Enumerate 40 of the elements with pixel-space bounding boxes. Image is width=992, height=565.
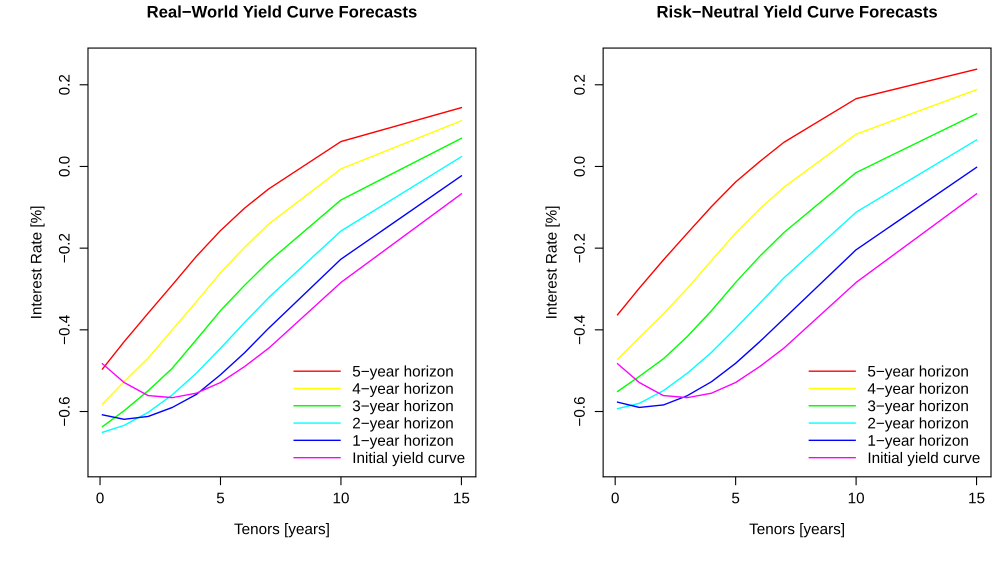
legend-label: 3−year horizon	[868, 400, 968, 414]
legend-label: 5−year horizon	[352, 365, 453, 380]
line-series	[616, 68, 978, 316]
x-tick-label: 0	[612, 492, 619, 504]
legend-label: 5−year horizon	[868, 365, 968, 380]
x-tick-label: 15	[969, 492, 984, 504]
y-tick-label: 0.0	[58, 156, 70, 176]
y-axis-title: Interest Rate [%]	[545, 206, 560, 318]
legend-label: 2−year horizon	[868, 417, 968, 432]
line-series	[102, 193, 462, 398]
x-tick-label: 0	[96, 492, 104, 504]
y-tick-label: 0.2	[58, 74, 70, 95]
y-axis-title: Interest Rate [%]	[30, 206, 45, 318]
y-tick-label: −0.4	[574, 315, 585, 344]
legend-label: 4−year horizon	[352, 382, 453, 397]
y-tick-label: −0.4	[58, 315, 70, 344]
legend-label: 4−year horizon	[868, 382, 968, 397]
legend-label: 3−year horizon	[352, 400, 453, 414]
y-tick-label: −0.2	[574, 234, 585, 262]
legend-label: Initial yield curve	[354, 452, 464, 466]
x-axis-title: Tenors [years]	[749, 523, 844, 538]
legend-label: 2−year horizon	[353, 417, 453, 432]
x-tick-label: 5	[216, 492, 224, 504]
y-tick-label: −0.2	[58, 234, 70, 262]
x-axis-title: Tenors [years]	[234, 523, 329, 538]
x-tick-label: 5	[732, 492, 740, 504]
line-series	[616, 88, 978, 360]
x-tick-label: 10	[848, 492, 864, 504]
x-tick-label: 10	[334, 492, 349, 504]
legend-label: Initial yield curve	[868, 452, 980, 466]
y-tick-label: 0.0	[574, 156, 585, 176]
y-tick-label: −0.6	[574, 397, 585, 426]
x-tick-label: 15	[454, 492, 470, 504]
y-tick-label: 0.2	[574, 74, 585, 95]
legend-label: 1−year horizon	[868, 434, 968, 449]
line-series	[616, 193, 978, 398]
y-tick-label: −0.6	[58, 397, 70, 426]
legend-label: 1−year horizon	[353, 434, 453, 449]
chart-title: Real−World Yield Curve Forecasts	[148, 5, 417, 18]
chart-title: Risk−Neutral Yield Curve Forecasts	[658, 5, 937, 18]
